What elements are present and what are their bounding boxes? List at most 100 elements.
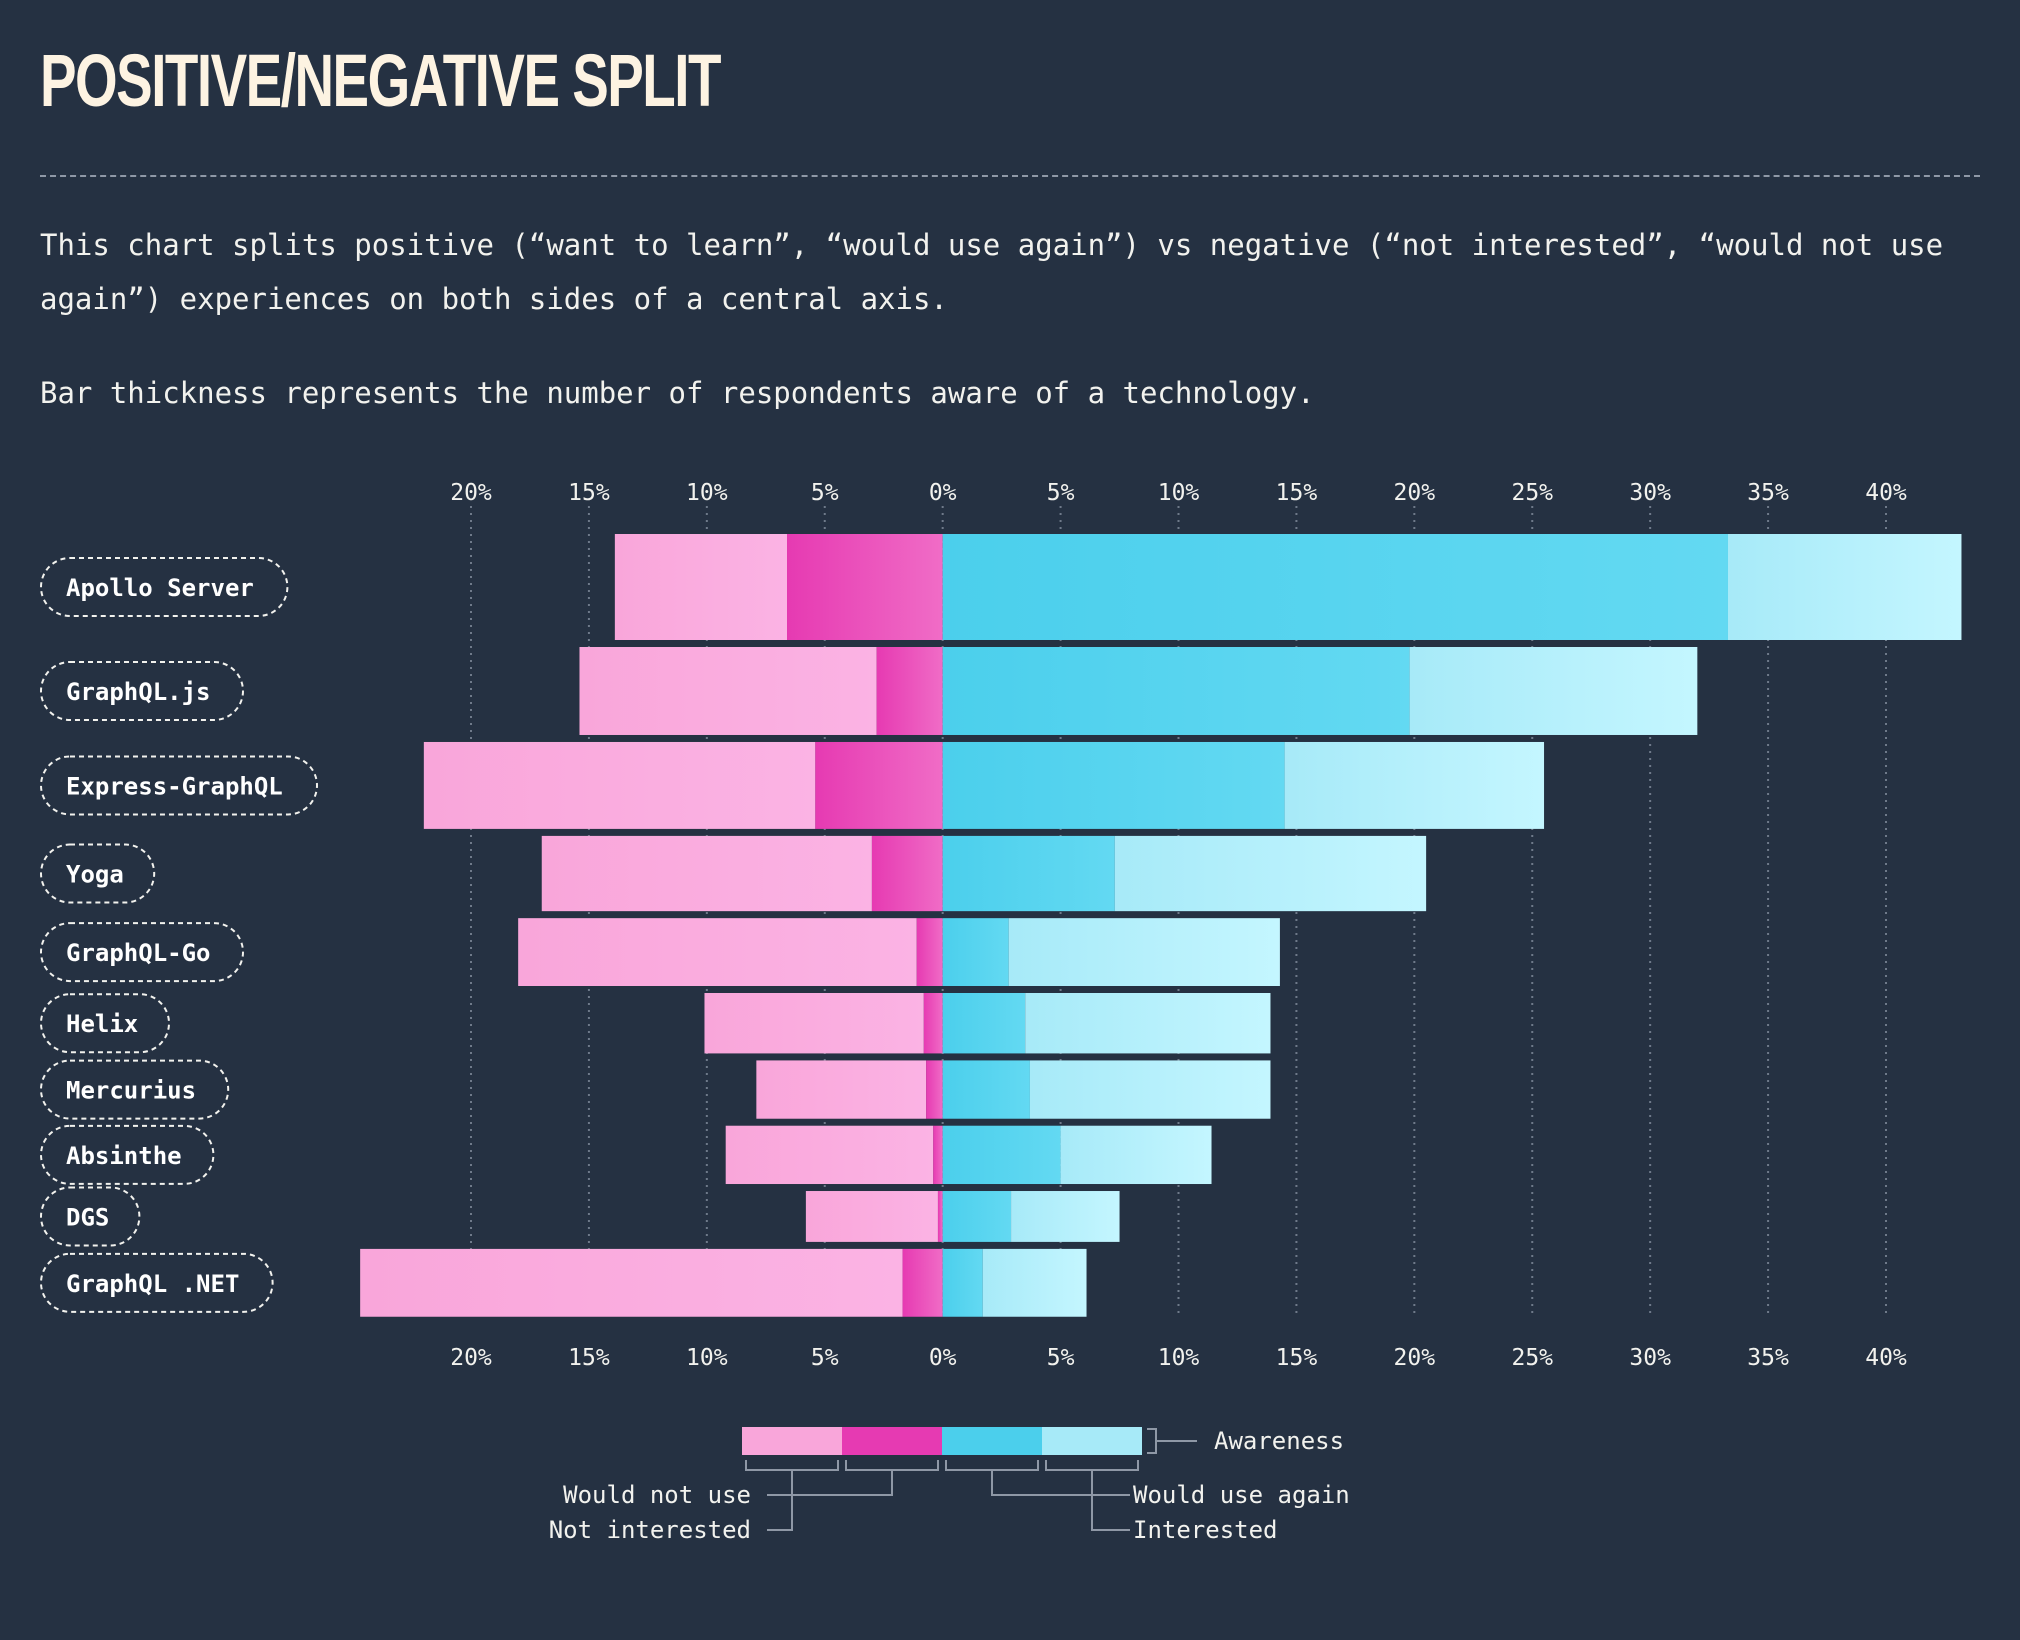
x-tick-40-top: 40% (1865, 480, 1907, 506)
category-name: Yoga (66, 861, 124, 889)
x-tick-30-top: 30% (1629, 480, 1671, 506)
category-label-helix: Helix (40, 993, 170, 1054)
legend-label-would-use-again: Would use again (1133, 1481, 1350, 1509)
bar-graphql-go-would-use-again (942, 918, 1009, 986)
legend: Awareness Would not use Not interested W… (549, 1427, 1350, 1544)
category-pill (40, 1252, 274, 1313)
x-tick-neg-10-top: 10% (686, 480, 728, 506)
category-name: DGS (66, 1203, 109, 1231)
bar-mercurius-would-not-use (926, 1060, 943, 1119)
x-tick-30-bottom: 30% (1629, 1345, 1671, 1371)
legend-connectors (745, 1428, 1197, 1531)
bar-yoga-interested (1114, 835, 1427, 912)
category-pill (40, 843, 156, 904)
bar-apollo-server-not-interested (614, 534, 788, 640)
bar-express-graphql-would-use-again (942, 741, 1285, 829)
bar-graphql-js-would-not-use (876, 647, 943, 735)
bar-helix-would-not-use (923, 993, 943, 1054)
category-name: Apollo Server (66, 574, 254, 602)
category-pill (40, 922, 244, 983)
bar-express-graphql-not-interested (423, 741, 816, 829)
category-label-mercurius: Mercurius (40, 1059, 230, 1120)
category-name: Express-GraphQL (66, 772, 283, 800)
grid-lines (470, 506, 1887, 1318)
bar-graphql-js-would-use-again (942, 647, 1410, 735)
bar-mercurius-interested (1029, 1060, 1271, 1119)
title-divider (40, 175, 1980, 177)
category-label-apollo-server: Apollo Server (40, 557, 289, 617)
category-pill (40, 1186, 141, 1247)
bars (360, 534, 1962, 1317)
x-tick-40-bottom: 40% (1865, 1345, 1907, 1371)
x-tick-neg-5-bottom: 5% (811, 1345, 839, 1371)
x-tick-neg-20-top: 20% (450, 480, 492, 506)
category-pill (40, 660, 244, 721)
category-pill (40, 1124, 215, 1185)
category-label-express-graphql: Express-GraphQL (40, 755, 318, 816)
x-tick-10-top: 10% (1158, 480, 1200, 506)
bar-dgs-not-interested (805, 1191, 938, 1242)
x-tick-15-top: 15% (1276, 480, 1318, 506)
bar-graphql-net-interested (982, 1248, 1087, 1317)
bar-absinthe-would-use-again (942, 1125, 1061, 1185)
legend-swatch-would-use-again (942, 1427, 1042, 1455)
category-label-graphql-net: GraphQL .NET (40, 1252, 274, 1313)
category-name: GraphQL.js (66, 678, 211, 706)
bar-express-graphql-interested (1284, 741, 1545, 829)
bar-dgs-would-use-again (942, 1191, 1012, 1242)
x-tick-neg-15-bottom: 15% (568, 1345, 610, 1371)
bar-mercurius-not-interested (756, 1060, 927, 1119)
category-pill (40, 1059, 230, 1120)
category-name: GraphQL .NET (66, 1270, 239, 1298)
category-label-dgs: DGS (40, 1186, 141, 1247)
legend-swatch-not-interested (742, 1427, 842, 1455)
bar-graphql-go-not-interested (518, 918, 917, 986)
x-tick-0-bottom: 0% (929, 1345, 957, 1371)
bar-express-graphql-would-not-use (815, 741, 943, 829)
x-axis-top: 20% 15% 10% 5% 0% 5% 10% 15% 20% 25% 30% 35% 40% (450, 480, 1907, 506)
x-tick-35-top: 35% (1747, 480, 1789, 506)
category-label-graphql-go: GraphQL-Go (40, 922, 244, 983)
bar-apollo-server-would-not-use (787, 534, 943, 640)
bar-helix-not-interested (704, 993, 924, 1054)
category-name: Helix (66, 1010, 138, 1038)
bar-graphql-net-not-interested (360, 1248, 903, 1317)
bar-graphql-net-would-use-again (942, 1248, 983, 1317)
legend-swatch-would-not-use (842, 1427, 942, 1455)
x-tick-25-top: 25% (1511, 480, 1553, 506)
category-labels: Apollo Server GraphQL.js Express-GraphQL Yo… (40, 557, 318, 1313)
x-tick-15-bottom: 15% (1276, 1345, 1318, 1371)
x-tick-neg-5-top: 5% (811, 480, 839, 506)
bar-graphql-js-not-interested (579, 647, 877, 735)
x-tick-neg-20-bottom: 20% (450, 1345, 492, 1371)
category-name: Absinthe (66, 1142, 182, 1170)
bar-yoga-not-interested (541, 835, 872, 912)
chart-description: This chart splits positive (“want to lea… (40, 228, 1944, 316)
legend-label-interested: Interested (1133, 1516, 1278, 1544)
bar-apollo-server-interested (1727, 534, 1962, 640)
category-label-absinthe: Absinthe (40, 1124, 215, 1185)
bar-absinthe-not-interested (725, 1125, 934, 1185)
x-axis-bottom: 20% 15% 10% 5% 0% 5% 10% 15% 20% 25% 30% 35% 40% (450, 1345, 1907, 1371)
x-tick-20-bottom: 20% (1394, 1345, 1436, 1371)
x-tick-neg-10-bottom: 10% (686, 1345, 728, 1371)
bar-graphql-go-interested (1008, 918, 1280, 986)
bar-graphql-go-would-not-use (916, 918, 943, 986)
category-label-yoga: Yoga (40, 843, 156, 904)
bar-absinthe-interested (1060, 1125, 1212, 1185)
bar-apollo-server-would-use-again (942, 534, 1728, 640)
category-name: Mercurius (66, 1077, 196, 1105)
bar-mercurius-would-use-again (942, 1060, 1030, 1119)
chart-title: POSITIVE/NEGATIVE SPLIT (40, 39, 721, 122)
legend-label-not-interested: Not interested (549, 1516, 751, 1544)
bar-helix-interested (1025, 993, 1271, 1054)
category-pill (40, 557, 289, 617)
x-tick-neg-15-top: 15% (568, 480, 610, 506)
x-tick-35-bottom: 35% (1747, 1345, 1789, 1371)
category-pill (40, 755, 318, 816)
x-tick-5-bottom: 5% (1047, 1345, 1075, 1371)
bar-dgs-would-not-use (937, 1191, 943, 1242)
bar-absinthe-would-not-use (933, 1125, 943, 1185)
bar-dgs-interested (1011, 1191, 1120, 1242)
bar-yoga-would-not-use (871, 835, 943, 912)
